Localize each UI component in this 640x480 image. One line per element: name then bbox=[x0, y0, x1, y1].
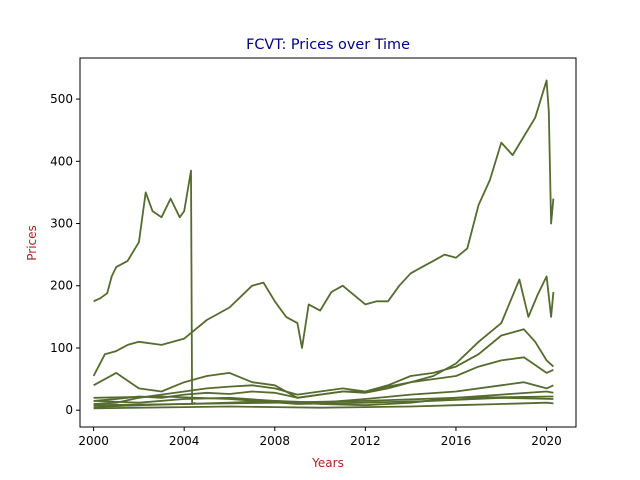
series-line-2 bbox=[92, 79, 555, 377]
y-axis: 0 100 200 300 400 500 bbox=[50, 92, 80, 417]
plot-frame bbox=[79, 57, 577, 428]
y-tick-label: 300 bbox=[50, 217, 73, 231]
y-tick-label: 400 bbox=[50, 154, 73, 168]
series-line-3 bbox=[93, 275, 555, 402]
chart-title: FCVT: Prices over Time bbox=[246, 37, 410, 53]
y-tick-label: 0 bbox=[65, 403, 73, 417]
series-line-1 bbox=[93, 169, 196, 405]
series-line-9 bbox=[93, 395, 554, 405]
series-line-7 bbox=[93, 390, 554, 407]
x-tick-label: 2012 bbox=[350, 434, 381, 448]
x-axis: 2000 2004 2008 2012 2016 2020 bbox=[78, 427, 562, 448]
x-tick-label: 2000 bbox=[78, 434, 109, 448]
x-axis-label: Years bbox=[311, 456, 344, 470]
x-tick-label: 2020 bbox=[531, 434, 562, 448]
series-line-4 bbox=[93, 328, 555, 399]
y-axis-label: Prices bbox=[25, 225, 39, 261]
series-line-10 bbox=[93, 395, 554, 407]
y-tick-label: 200 bbox=[50, 279, 73, 293]
y-tick-label: 500 bbox=[50, 92, 73, 106]
x-tick-label: 2008 bbox=[260, 434, 291, 448]
x-tick-label: 2016 bbox=[441, 434, 472, 448]
series-line-8 bbox=[93, 401, 554, 410]
series-line-5 bbox=[93, 356, 554, 405]
x-tick-label: 2004 bbox=[169, 434, 200, 448]
y-tick-label: 100 bbox=[50, 341, 73, 355]
series-group bbox=[92, 79, 555, 410]
